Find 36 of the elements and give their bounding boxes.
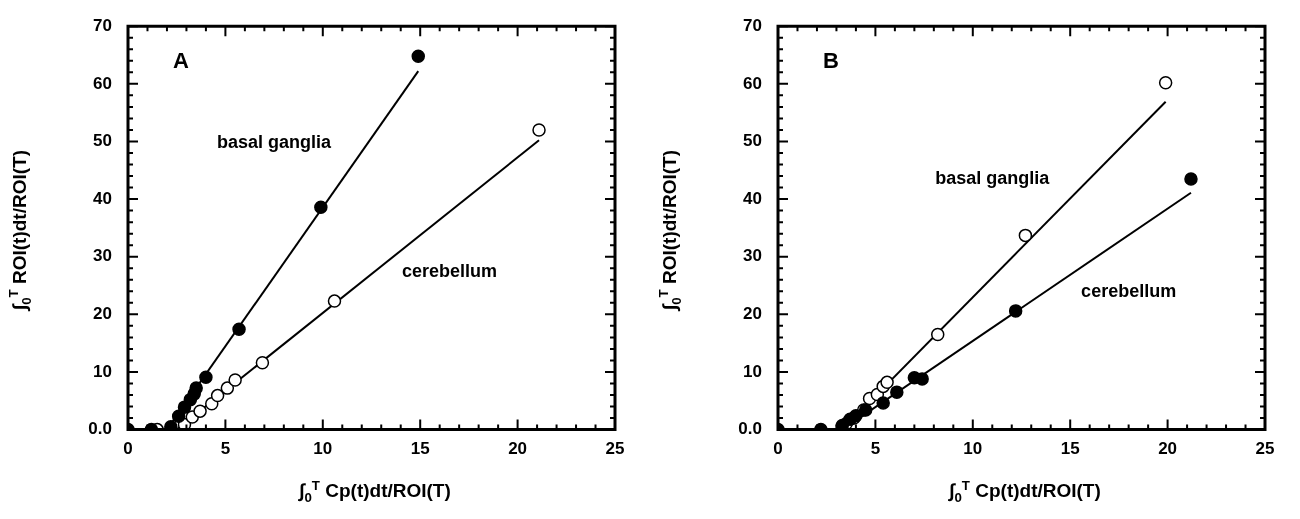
x-tick-label: 5 xyxy=(220,439,231,459)
y-tick-label: 50 xyxy=(93,131,112,151)
annotation: cerebellum xyxy=(401,261,497,282)
y-tick-label: 30 xyxy=(93,246,112,266)
x-tick-label: 20 xyxy=(508,439,528,459)
y-tick-label: 10 xyxy=(93,361,112,381)
y-tick-label: 70 xyxy=(743,15,762,35)
y-tick-label: 30 xyxy=(743,246,762,266)
y-tick-label: 0.0 xyxy=(738,419,762,439)
x-axis-title: ∫$_{0}$$^{T}$ Cp(t)dt/ROI(T) xyxy=(947,478,1102,506)
y-tick-label: 20 xyxy=(743,304,762,324)
y-tick-label: 50 xyxy=(743,131,762,151)
annotation: cerebellum xyxy=(1081,281,1177,302)
text: B xyxy=(823,48,839,74)
y-tick-label: 40 xyxy=(743,188,762,208)
x-tick-label: 10 xyxy=(313,439,333,459)
x-tick-label: 0 xyxy=(773,439,783,459)
y-tick-label: 0.0 xyxy=(88,419,112,439)
y-tick-label: 60 xyxy=(743,73,762,93)
x-tick-label: 15 xyxy=(410,439,430,459)
y-tick-label: 10 xyxy=(743,361,762,381)
x-tick-label: 15 xyxy=(1060,439,1080,459)
annotation: basal ganglia xyxy=(935,168,1051,189)
x-tick-label: 20 xyxy=(1158,439,1178,459)
y-tick-label: 20 xyxy=(93,304,112,324)
y-tick-label: 40 xyxy=(93,188,112,208)
x-tick-label: 25 xyxy=(605,439,625,459)
x-tick-label: 0 xyxy=(123,439,133,459)
x-tick-label: 10 xyxy=(963,439,983,459)
y-tick-label: 60 xyxy=(93,73,112,93)
annotation: basal ganglia xyxy=(217,132,333,153)
text: A xyxy=(173,48,189,74)
x-tick-label: 25 xyxy=(1255,439,1275,459)
y-tick-label: 70 xyxy=(93,15,112,35)
x-axis-title: ∫$_{0}$$^{T}$ Cp(t)dt/ROI(T) xyxy=(297,478,452,506)
x-tick-label: 5 xyxy=(870,439,881,459)
